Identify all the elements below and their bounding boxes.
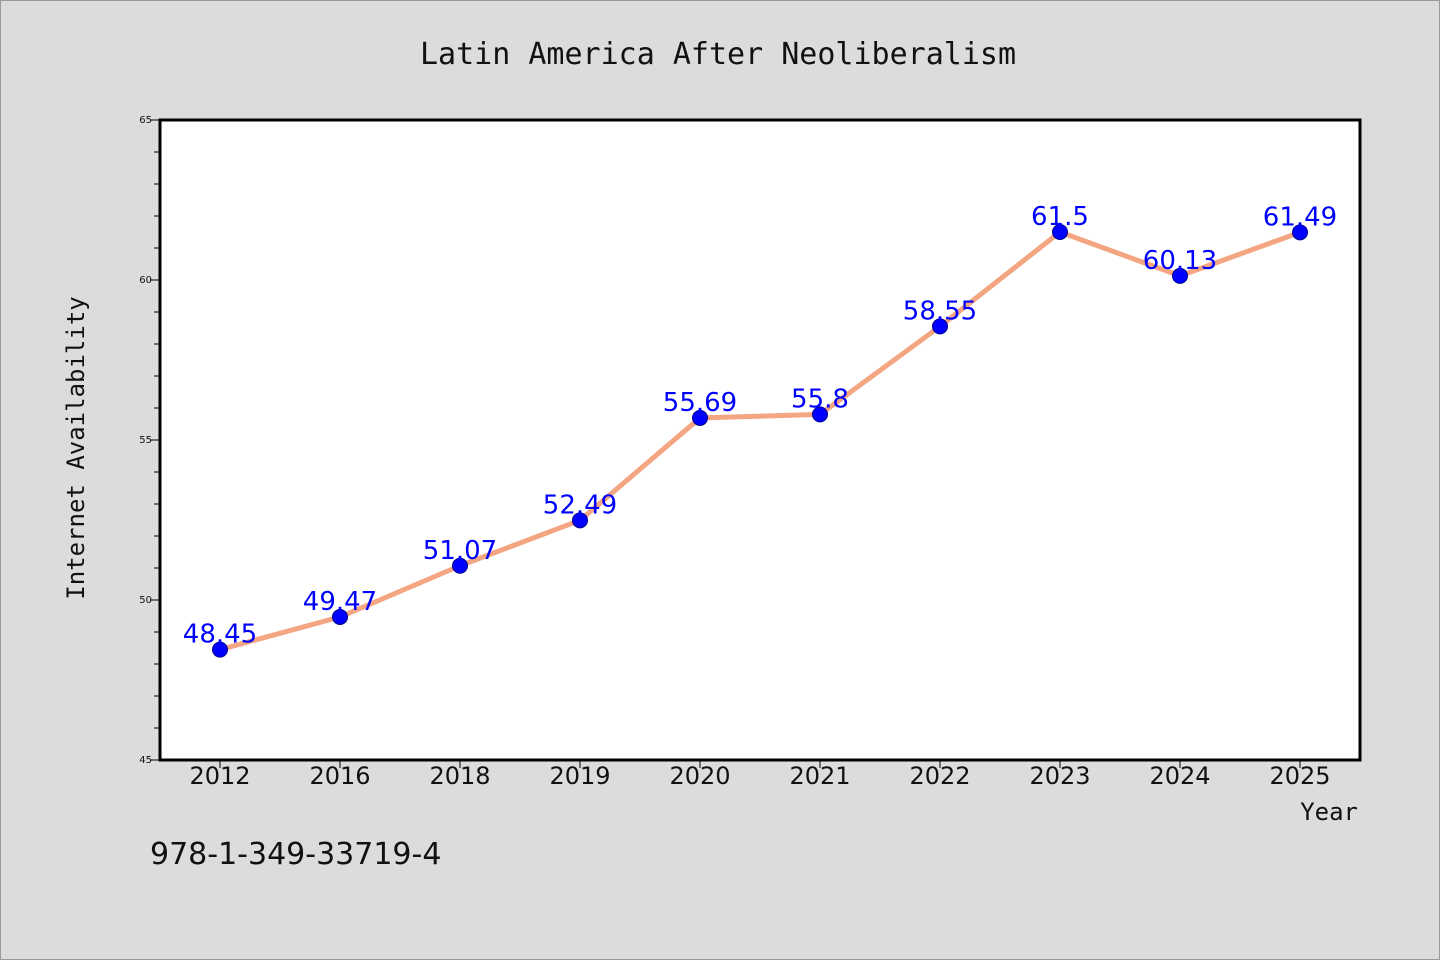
data-label: 58.55 (903, 296, 977, 326)
y-tick-label: 65 (139, 115, 152, 126)
x-axis-label: Year (1300, 798, 1358, 826)
x-tick-label: 2025 (1269, 762, 1330, 790)
data-label: 51.07 (423, 536, 497, 566)
x-tick-label: 2022 (909, 762, 970, 790)
y-tick-label: 50 (139, 595, 152, 606)
chart-title: Latin America After Neoliberalism (420, 37, 1016, 72)
data-point (1052, 224, 1068, 240)
x-axis: 2012 2016 2018 2019 2020 2021 2022 2023 2024 2025 (189, 760, 1331, 790)
x-tick-label: 2018 (429, 762, 490, 790)
data-point (1292, 224, 1308, 241)
x-tick-label: 2016 (309, 762, 370, 790)
data-label: 55.69 (663, 388, 737, 418)
data-point (212, 641, 228, 658)
x-tick-label: 2023 (1029, 762, 1090, 790)
data-label: 61.5 (1031, 202, 1089, 232)
x-tick-label: 2024 (1149, 762, 1210, 790)
data-label: 61.49 (1263, 202, 1337, 232)
data-point (452, 557, 468, 574)
data-point (572, 512, 588, 529)
data-labels: 48.45 49.47 51.07 52.49 55.69 55.8 58.55 61.5 60… (183, 202, 1337, 650)
x-tick-label: 2012 (189, 762, 250, 790)
data-point (1172, 267, 1188, 284)
data-point (932, 318, 948, 335)
isbn-text: 978-1-349-33719-4 (150, 837, 441, 872)
y-tick-label: 55 (139, 435, 152, 446)
plot-area (158, 118, 1362, 762)
data-point (692, 409, 708, 426)
y-axis: 45 50 55 60 65 (139, 115, 160, 766)
data-label: 52.49 (543, 490, 617, 520)
x-tick-label: 2020 (669, 762, 730, 790)
x-tick-label: 2021 (789, 762, 850, 790)
series-group (212, 224, 1308, 658)
series-line (219, 229, 1301, 653)
data-label: 48.45 (183, 620, 257, 650)
data-label: 49.47 (303, 587, 377, 617)
data-point (332, 608, 348, 625)
y-axis-label: Internet Availability (62, 296, 90, 599)
y-tick-label: 60 (139, 275, 152, 286)
x-tick-label: 2019 (549, 762, 610, 790)
y-tick-label: 45 (139, 755, 152, 766)
data-point (812, 406, 828, 423)
data-label: 60.13 (1143, 246, 1217, 276)
data-label: 55.8 (791, 384, 849, 414)
